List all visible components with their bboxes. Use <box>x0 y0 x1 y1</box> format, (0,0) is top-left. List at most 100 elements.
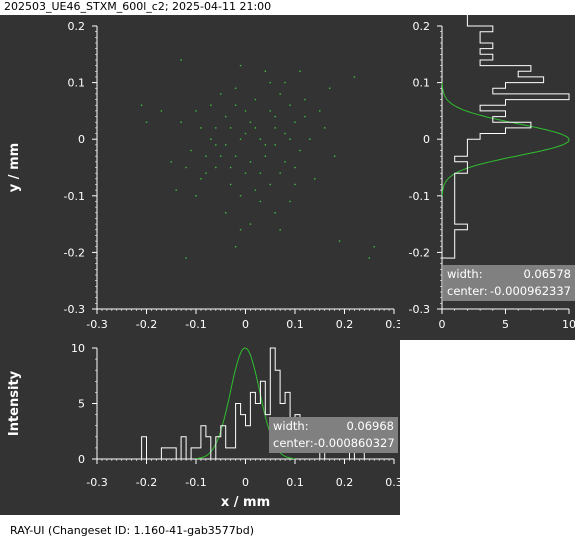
scatter-point <box>254 98 257 101</box>
scatter-point <box>145 121 148 123</box>
scatter-point <box>225 144 227 146</box>
scatter-point <box>269 110 271 112</box>
x-tick-label: 0.2 <box>336 476 354 489</box>
y-tick-label: -0.2 <box>409 246 430 259</box>
scatter-point <box>229 166 232 169</box>
scatter-point <box>284 81 286 84</box>
scatter-point <box>239 138 242 140</box>
scatter-point <box>185 257 187 259</box>
scatter-point <box>195 110 197 112</box>
scatter-point <box>314 178 316 180</box>
scatter-point <box>180 59 182 61</box>
scatter-point <box>205 155 207 157</box>
x-stats-box: width: 0.06968 center: -0.000860327 <box>269 417 398 453</box>
y-tick-label: 0.1 <box>413 77 431 90</box>
scatter-point <box>324 127 326 129</box>
scatter-point <box>264 70 266 72</box>
scatter-point <box>254 189 257 191</box>
y-fit-curve <box>441 82 570 196</box>
scatter-point <box>190 149 192 152</box>
scatter-point <box>254 127 257 129</box>
scatter-point <box>234 246 237 248</box>
y-center-label: center: <box>447 284 488 298</box>
x-tick-label: -0.3 <box>86 318 107 331</box>
scatter-point <box>353 76 356 78</box>
scatter-point <box>333 155 336 157</box>
x-tick-label: -0.2 <box>136 476 157 489</box>
y-histogram: 0.2 0.1 0 -0.1 -0.2 -0.3 0 5 10 <box>409 15 575 331</box>
scatter-point <box>215 166 217 169</box>
scatter-point <box>175 189 177 191</box>
x-histogram-panel[interactable]: 10 5 0 -0.3 -0.2 -0.1 0 0.1 0.2 0.3 Intensity x / m… <box>0 340 400 515</box>
scatter-point <box>244 110 247 112</box>
y-tick-label: -0.3 <box>409 303 430 316</box>
scatter-point <box>274 212 276 214</box>
y-tick-label: -0.1 <box>64 190 85 203</box>
x-tick-label: -0.2 <box>136 318 157 331</box>
scatter-point <box>304 115 306 118</box>
scatter-point <box>220 155 222 157</box>
scatter-point <box>299 149 301 152</box>
scatter-point <box>264 144 266 146</box>
scatter-point <box>338 240 341 242</box>
scatter-point <box>259 172 262 174</box>
scatter-point <box>289 200 291 203</box>
scatter-plot-panel[interactable]: 0.2 0.1 0 -0.1 -0.2 -0.3 -0.3 -0.2 -0.1 0 0.1 0.2 0.… <box>0 15 400 340</box>
scatter-point <box>299 70 301 72</box>
scatter-point <box>274 127 276 129</box>
scatter-point <box>200 127 202 129</box>
x-tick-label: -0.1 <box>185 318 206 331</box>
x-center-label: center: <box>273 436 314 450</box>
scatter-point <box>328 87 331 89</box>
scatter-point <box>234 87 237 89</box>
scatter-point <box>309 138 311 140</box>
scatter-point <box>234 155 237 157</box>
x-center-value: -0.000860327 <box>313 436 395 450</box>
x-tick-label: 0.1 <box>286 476 304 489</box>
scatter-point <box>269 183 271 186</box>
scatter-point <box>279 229 281 231</box>
y-histogram-steps <box>441 15 570 259</box>
y-tick-label: 0 <box>78 453 85 466</box>
x-tick-label: 0.1 <box>286 318 304 331</box>
y-tick-label: 0 <box>78 133 85 146</box>
scatter-point <box>304 98 306 101</box>
scatter-point <box>195 195 197 197</box>
scatter-point <box>319 110 321 112</box>
x-tick-label: 5 <box>502 318 509 331</box>
y-tick-label: 0.2 <box>68 20 86 33</box>
scatter-point <box>274 144 276 146</box>
scatter-point <box>229 183 232 186</box>
scatter-point <box>279 172 281 174</box>
y-tick-label: -0.1 <box>409 190 430 203</box>
x-tick-label: 0.2 <box>336 318 354 331</box>
scatter-point <box>215 127 217 129</box>
scatter-point <box>294 121 296 123</box>
scatter-point <box>185 166 187 169</box>
scatter-point <box>229 127 232 129</box>
scatter-point <box>244 132 247 135</box>
scatter-point <box>205 172 207 174</box>
scatter-point <box>289 104 291 106</box>
scatter-point <box>259 138 262 140</box>
x-width-label: width: <box>273 419 309 433</box>
scatter-point <box>234 104 237 106</box>
scatter-point <box>239 64 242 67</box>
y-stats-box: width: 0.06578 center: -0.000962337 <box>443 265 575 301</box>
y-tick-label: 5 <box>78 398 85 411</box>
scatter-point <box>225 115 227 118</box>
x-tick-label: 0 <box>439 318 446 331</box>
scatter-point <box>215 144 217 146</box>
footer-version: RAY-UI (Changeset ID: 1.160-41-gab3577bd… <box>10 524 255 537</box>
scatter-point <box>289 138 291 140</box>
scatter-point <box>140 104 143 106</box>
scatter-point <box>373 246 375 248</box>
scatter-point <box>210 138 212 140</box>
x-tick-label: 10 <box>562 318 575 331</box>
scatter-point <box>200 178 202 180</box>
scatter-point <box>225 212 227 214</box>
x-tick-label: -0.1 <box>185 476 206 489</box>
y-axis-title: y / mm <box>7 143 22 192</box>
scatter-point <box>284 161 286 163</box>
